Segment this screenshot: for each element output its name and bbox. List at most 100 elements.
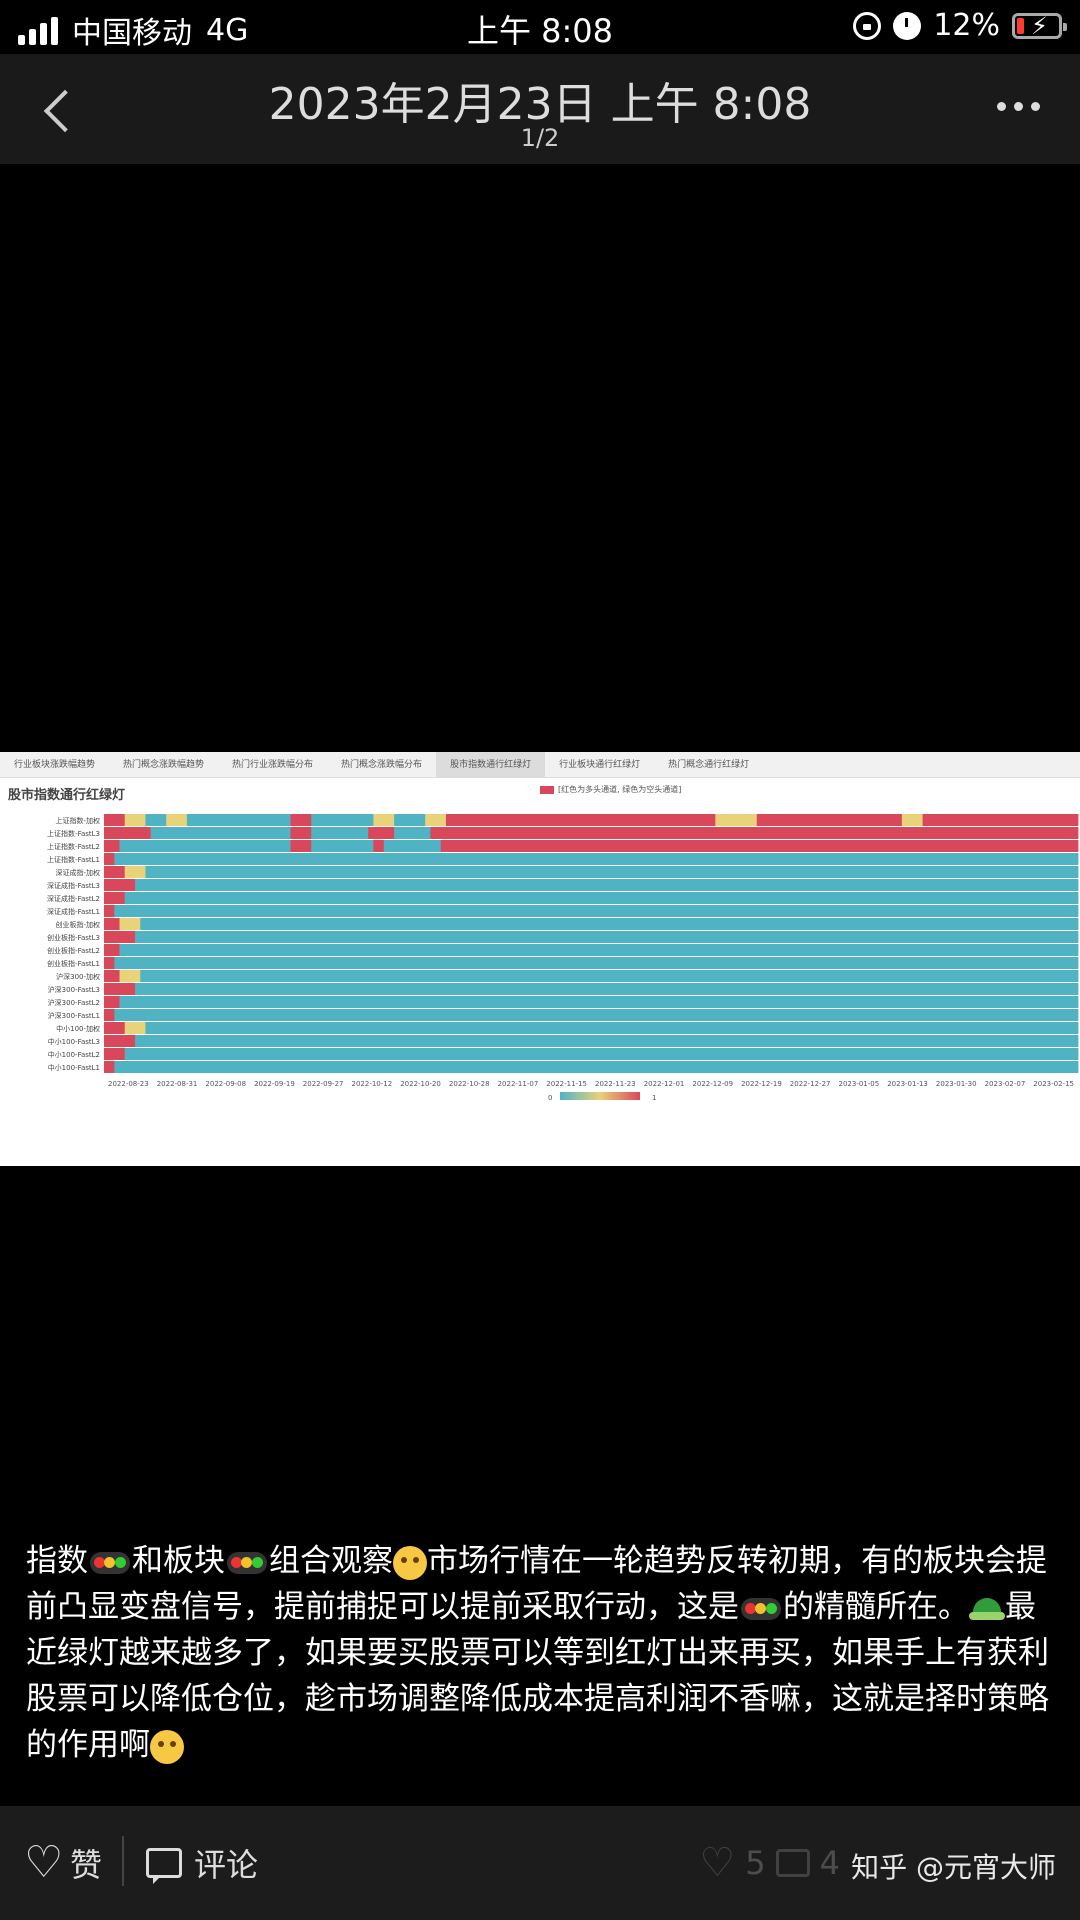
traffic-light-icon — [227, 1551, 267, 1574]
legend-note: [红色为多头通道, 绿色为空头通道] — [540, 784, 681, 795]
heatmap-cell — [440, 840, 1079, 852]
heatmap-cell — [124, 1022, 146, 1034]
row-label: 中小100-FastL3 — [48, 1037, 100, 1046]
colorbar — [560, 1092, 640, 1100]
x-tick-label: 2022-10-12 — [352, 1080, 393, 1088]
heatmap-cell — [140, 970, 1079, 982]
x-tick-label: 2023-02-15 — [1033, 1080, 1074, 1088]
x-tick-label: 2022-12-01 — [644, 1080, 685, 1088]
heatmap-cell — [430, 827, 1079, 839]
heatmap-cell — [124, 866, 146, 878]
heart-icon — [24, 1845, 64, 1881]
engagement-stats: 5 4 — [699, 1840, 840, 1886]
x-tick-label: 2022-12-19 — [741, 1080, 782, 1088]
row-label: 上证指数-加权 — [55, 816, 100, 825]
heatmap-cell — [394, 827, 431, 839]
watermark: 知乎 @元宵大师 — [851, 1851, 1056, 1884]
heatmap-cell — [311, 827, 369, 839]
heatmap-cell — [119, 918, 141, 930]
heatmap-cell — [140, 918, 1079, 930]
row-label: 中小100-加权 — [56, 1024, 100, 1033]
row-label: 沪深300-FastL1 — [48, 1011, 100, 1020]
page-indicator: 1/2 — [520, 124, 560, 152]
traffic-light-icon — [741, 1597, 781, 1620]
row-label: 深证成指-FastL2 — [47, 894, 100, 903]
row-label: 创业板指-FastL3 — [47, 933, 100, 942]
comment-icon — [146, 1848, 182, 1884]
x-tick-label: 2022-11-15 — [546, 1080, 587, 1088]
more-button[interactable] — [997, 102, 1040, 111]
heatmap-cell — [104, 957, 115, 969]
heatmap-cell — [922, 814, 1079, 826]
carrier-label: 中国移动 — [72, 16, 192, 51]
x-tick-label: 2022-11-07 — [498, 1080, 539, 1088]
row-label: 深证成指-加权 — [55, 868, 100, 877]
heatmap-cell — [373, 840, 385, 852]
post-text-3: 组合观察 — [269, 1543, 393, 1579]
x-tick-label: 2022-12-27 — [790, 1080, 831, 1088]
image-tab: 热门概念通行红绿灯 — [668, 760, 750, 770]
heatmap-cell — [145, 814, 167, 826]
divider — [122, 1836, 124, 1886]
signal-icon — [18, 15, 58, 45]
image-tab: 股市指数通行红绿灯 — [436, 752, 546, 777]
heatmap-cell — [104, 944, 120, 956]
heatmap-cell — [290, 814, 312, 826]
x-tick-label: 2023-02-07 — [985, 1080, 1026, 1088]
like-button[interactable]: 赞 — [24, 1840, 102, 1886]
row-label: 上证指数-FastL1 — [47, 855, 100, 864]
post-text: 指数 和板块 组合观察 市场行情在一轮趋势反转初期，有的板块会提前凸显变盘信号，提前捕… — [26, 1538, 1056, 1768]
heatmap-cell — [104, 996, 120, 1008]
post-text-2: 和板块 — [132, 1543, 225, 1579]
row-label: 中小100-FastL1 — [48, 1063, 100, 1072]
heatmap-cell — [104, 853, 115, 865]
comment-button[interactable]: 评论 — [146, 1840, 258, 1886]
heatmap-cell — [145, 866, 1079, 878]
network-label: 4G — [206, 12, 249, 48]
x-tick-label: 2022-09-19 — [254, 1080, 295, 1088]
like-count: 5 — [745, 1844, 766, 1882]
heatmap-title: 股市指数通行红绿灯 — [8, 788, 126, 803]
row-label: 创业板指-加权 — [55, 920, 100, 929]
heatmap-cell — [166, 814, 188, 826]
heatmap-cell — [119, 944, 1079, 956]
row-label: 深证成指-FastL3 — [47, 881, 100, 890]
row-label: 沪深300-FastL2 — [48, 998, 100, 1007]
heatmap-cell — [104, 814, 126, 826]
heatmap-cell — [104, 970, 120, 982]
title-bar: 2023年2月23日 上午 8:08 1/2 — [0, 54, 1080, 164]
heatmap-cell — [445, 814, 716, 826]
x-tick-label: 2022-12-09 — [692, 1080, 733, 1088]
heatmap-cell — [119, 840, 291, 852]
post-text-4: 市场行情在一轮趋势反转初期，有的板块会提前凸显变盘信号，提前捕捉可以提前采取行动… — [26, 1543, 1047, 1625]
heatmap-cell — [124, 814, 146, 826]
heatmap-cell — [124, 892, 1079, 904]
post-text-1: 指数 — [26, 1543, 88, 1579]
legend-swatch — [540, 785, 554, 794]
post-image[interactable]: 行业板块涨跌幅趋势 热门概念涨跌幅趋势 热门行业涨跌幅分布 热门概念涨跌幅分布 股市指数… — [0, 752, 1080, 1166]
heatmap-cell — [383, 840, 442, 852]
row-label: 创业板指-FastL1 — [47, 959, 100, 968]
heatmap-cell — [394, 814, 426, 826]
x-tick-label: 2022-09-27 — [303, 1080, 344, 1088]
row-label: 中小100-FastL2 — [48, 1050, 100, 1059]
heatmap-cell — [104, 892, 126, 904]
turtle-icon — [969, 1594, 1005, 1624]
x-tick-label: 2023-01-05 — [839, 1080, 880, 1088]
legend-note-text: [红色为多头通道, 绿色为空头通道] — [558, 785, 682, 794]
alarm-icon — [893, 11, 922, 40]
heatmap-cell — [104, 840, 120, 852]
heatmap-cell — [104, 983, 136, 995]
heatmap-cell — [104, 931, 136, 943]
heatmap-cell — [135, 983, 1079, 995]
row-label: 深证成指-FastL1 — [47, 907, 100, 916]
traffic-light-icon — [90, 1551, 130, 1574]
page-title: 2023年2月23日 上午 8:08 — [268, 79, 812, 130]
battery-icon: ⚡ — [1012, 12, 1067, 40]
bottom-action-bar: 赞 评论 5 4 知乎 @元宵大师 — [0, 1806, 1080, 1920]
like-count-icon — [699, 1840, 735, 1886]
heatmap-cell — [715, 814, 758, 826]
image-tab: 热门概念涨跌幅趋势 — [123, 760, 205, 770]
heatmap-cell — [114, 905, 1079, 917]
heatmap-cell — [104, 1035, 136, 1047]
